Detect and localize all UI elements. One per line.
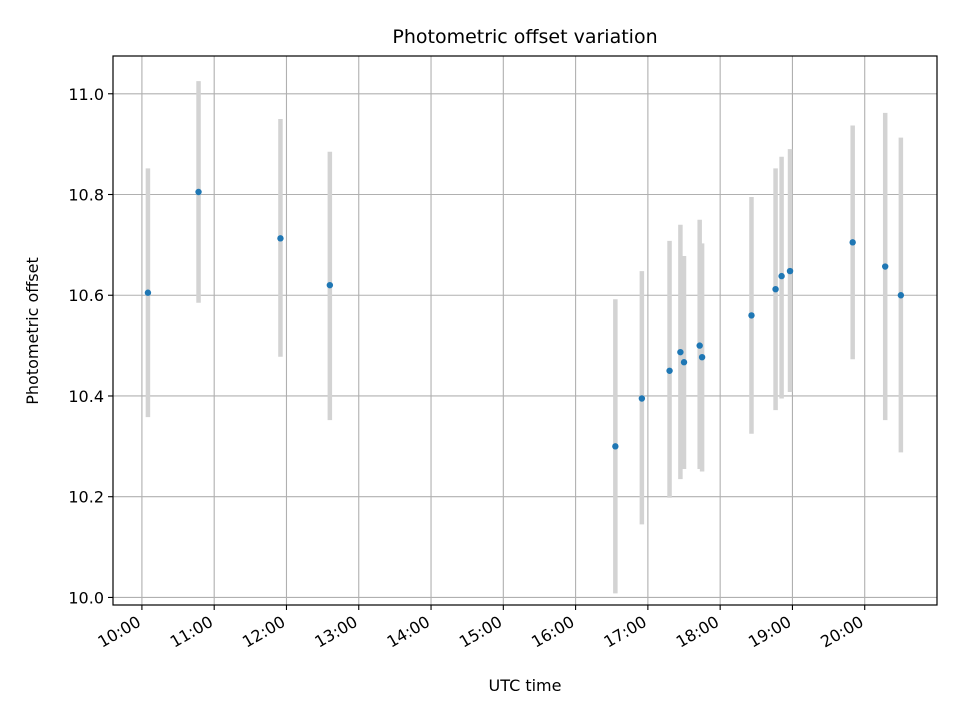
y-tick-label: 10.0 <box>68 588 104 607</box>
y-tick-label: 10.6 <box>68 286 104 305</box>
data-point <box>881 263 889 270</box>
data-point <box>144 289 152 296</box>
y-tick-label: 10.2 <box>68 488 104 507</box>
data-point <box>772 285 779 293</box>
y-tick-label: 11.0 <box>68 85 104 104</box>
data-point <box>326 281 334 289</box>
data-point <box>698 353 706 361</box>
y-axis-ticks: 10.0 10.2 10.4 10.6 10.8 11.0 <box>68 85 113 607</box>
data-point <box>195 188 202 196</box>
data-point <box>897 292 905 299</box>
data-point <box>786 267 794 275</box>
data-point <box>748 312 755 319</box>
plot-frame <box>112 55 938 606</box>
data-point <box>696 342 703 349</box>
y-tick-label: 10.8 <box>68 186 104 205</box>
y-tick-label: 10.4 <box>68 387 104 406</box>
data-point <box>677 348 684 356</box>
data-points <box>144 188 905 450</box>
data-point <box>277 235 284 242</box>
data-point <box>638 395 646 402</box>
y-axis-label: Photometric offset <box>23 257 42 405</box>
grid <box>113 56 937 605</box>
data-point <box>778 272 785 280</box>
data-point <box>666 367 673 374</box>
data-point <box>680 359 688 366</box>
x-axis-label: UTC time <box>489 676 562 695</box>
data-point <box>849 239 856 246</box>
chart-title: Photometric offset variation <box>392 26 657 48</box>
data-point <box>612 443 619 450</box>
